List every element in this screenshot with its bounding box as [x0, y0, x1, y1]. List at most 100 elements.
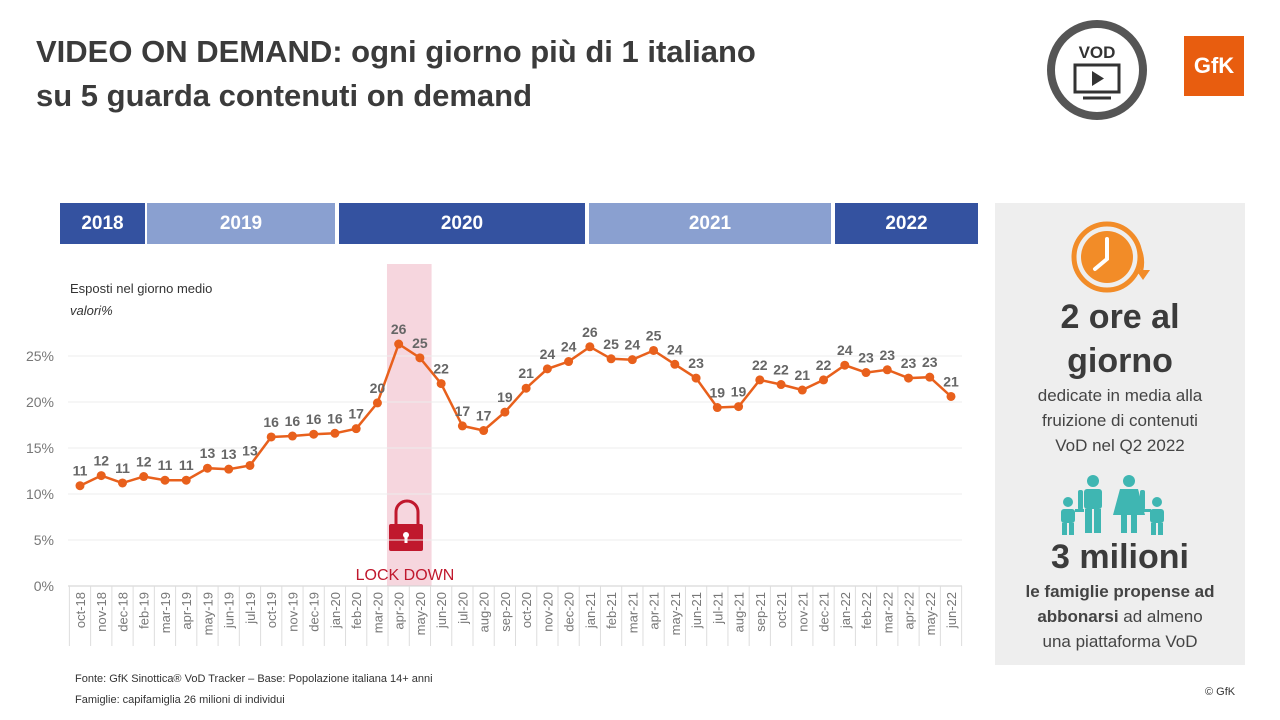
data-label: 20	[370, 380, 386, 396]
data-label: 21	[518, 365, 534, 381]
vod-badge-text: VOD	[1079, 43, 1116, 62]
data-label: 17	[455, 403, 471, 419]
data-point	[542, 364, 552, 374]
x-tick-label: jun-20	[434, 592, 449, 629]
data-label: 23	[688, 355, 704, 371]
data-point	[372, 398, 382, 408]
data-label: 11	[115, 460, 130, 476]
data-point	[181, 475, 191, 485]
x-tick-label: may-21	[668, 592, 683, 635]
x-tick-label: dec-20	[562, 592, 577, 632]
line-chart: LOCK DOWN Esposti nel giorno medio valor…	[26, 264, 963, 646]
data-point	[457, 421, 467, 431]
x-tick-label: sep-20	[498, 592, 513, 632]
data-point	[649, 345, 659, 355]
data-label: 19	[710, 385, 726, 401]
data-point	[946, 391, 956, 401]
data-label: 13	[242, 442, 258, 458]
x-tick-label: may-20	[413, 592, 428, 635]
families-note: Famiglie: capifamiglia 26 milioni di ind…	[75, 694, 285, 706]
data-label: 24	[667, 341, 683, 357]
data-point	[564, 357, 574, 367]
x-tick-label: jun-21	[689, 592, 704, 629]
x-tick-label: may-19	[200, 592, 215, 635]
data-label: 19	[497, 389, 513, 405]
data-point	[606, 354, 616, 364]
data-label: 22	[773, 362, 789, 378]
data-point	[904, 373, 914, 383]
x-tick-label: feb-20	[349, 592, 364, 629]
x-tick-label: mar-20	[370, 592, 385, 633]
data-point	[797, 385, 807, 395]
x-tick-label: jul-20	[455, 592, 470, 625]
year-2022: 2022	[835, 203, 978, 244]
y-tick-label: 15%	[26, 440, 54, 456]
stat2-bold2: abbonarsi	[1037, 607, 1119, 626]
stat2-value: 3 milioni	[1051, 538, 1189, 576]
stat1-desc1: dedicate in media alla	[1037, 386, 1203, 405]
copyright: © GfK	[1205, 686, 1236, 698]
data-point	[734, 402, 744, 412]
data-point	[224, 464, 234, 474]
data-label: 25	[412, 335, 428, 351]
data-label: 24	[540, 346, 556, 362]
data-point	[861, 368, 871, 378]
year-2020: 2020	[339, 203, 585, 244]
stat1-description: dedicate in media alla fruizione di cont…	[995, 383, 1245, 458]
data-point	[479, 426, 489, 436]
data-point	[415, 353, 425, 363]
data-point	[670, 359, 680, 369]
x-tick-label: mar-22	[880, 592, 895, 633]
chart-subtitle: Esposti nel giorno medio	[70, 281, 212, 296]
data-label: 24	[561, 339, 577, 355]
year-2019: 2019	[147, 203, 335, 244]
x-tick-label: sep-21	[753, 592, 768, 632]
data-point	[436, 379, 446, 389]
data-point	[500, 407, 510, 417]
source-note: Fonte: GfK Sinottica® VoD Tracker – Base…	[75, 673, 433, 685]
data-label: 26	[582, 324, 598, 340]
data-label: 25	[603, 336, 619, 352]
x-tick-label: apr-21	[647, 592, 662, 630]
data-label: 24	[837, 342, 853, 358]
data-point	[139, 472, 149, 482]
data-label: 23	[901, 355, 917, 371]
x-tick-label: feb-19	[137, 592, 152, 629]
data-point	[840, 360, 850, 370]
gfk-logo: GfK	[1184, 36, 1244, 96]
stat2-rest2: ad almeno	[1118, 607, 1203, 626]
x-tick-label: jan-22	[838, 592, 853, 629]
x-tick-label: aug-20	[477, 592, 492, 632]
data-point	[160, 475, 170, 485]
clock-icon	[1071, 221, 1150, 293]
data-point	[330, 428, 340, 438]
data-label: 17	[476, 408, 492, 424]
x-tick-label: feb-21	[604, 592, 619, 629]
x-tick-label: aug-21	[732, 592, 747, 632]
data-point	[925, 372, 935, 382]
data-point	[819, 375, 829, 385]
x-tick-label: dec-21	[817, 592, 832, 632]
title-line-2: su 5 guarda contenuti on demand	[36, 78, 533, 113]
x-tick-label: nov-19	[285, 592, 300, 632]
data-point	[202, 463, 212, 473]
x-tick-label: nov-21	[795, 592, 810, 632]
x-tick-label: dec-18	[115, 592, 130, 632]
data-label: 22	[816, 357, 832, 373]
data-point	[627, 355, 637, 365]
x-tick-label: apr-22	[902, 592, 917, 630]
data-point	[287, 431, 297, 441]
x-tick-label: nov-18	[94, 592, 109, 632]
data-point	[75, 481, 85, 491]
year-2018: 2018	[60, 203, 145, 244]
data-label: 26	[391, 321, 407, 337]
data-label: 22	[433, 361, 449, 377]
data-label: 12	[136, 454, 152, 470]
stat2-line2: abbonarsi ad almeno	[995, 604, 1245, 629]
x-tick-label: jul-21	[710, 592, 725, 625]
x-tick-label: apr-19	[179, 592, 194, 630]
data-point	[245, 460, 255, 470]
title-line-1: VIDEO ON DEMAND: ogni giorno più di 1 it…	[36, 34, 756, 69]
data-point	[585, 342, 595, 352]
data-label: 13	[221, 446, 237, 462]
